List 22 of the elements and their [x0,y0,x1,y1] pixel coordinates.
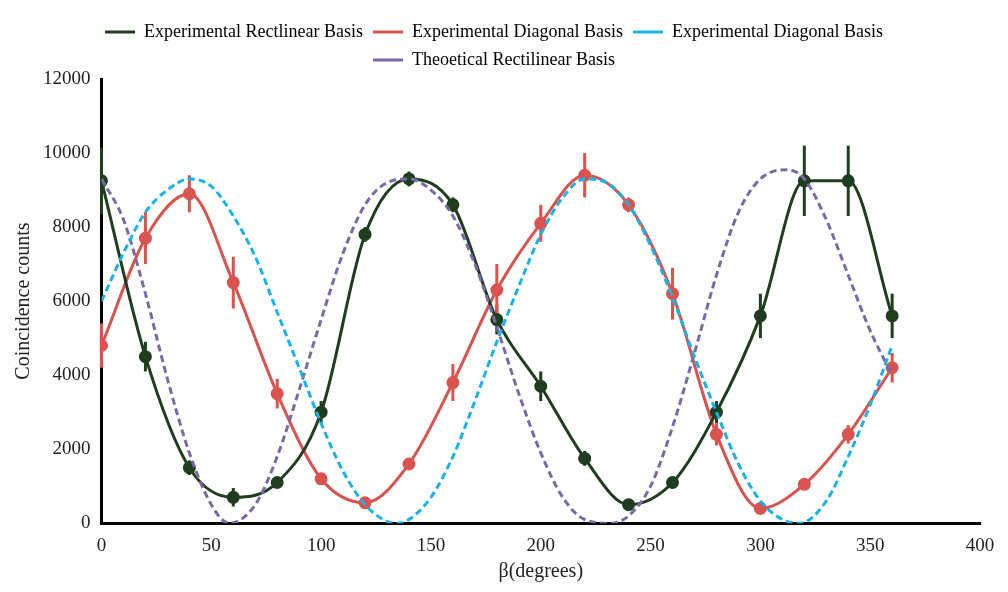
x-tick-label: 350 [855,533,885,555]
legend-label: Experimental Rectlinear Basis [144,20,364,41]
y-axis-title: Coincidence counts [11,222,34,380]
y-tick-label: 6000 [52,289,91,311]
y-tick-label: 4000 [52,363,91,385]
legend-label: Experimental Diagonal Basis [412,20,623,41]
y-tick-label: 8000 [52,215,91,237]
y-tick-label: 12000 [43,66,91,88]
y-tick-label: 10000 [43,141,91,163]
legend-label: Theoetical Rectilinear Basis [412,48,615,69]
x-axis-title: β(degrees) [498,559,584,583]
y-tick-label: 2000 [52,437,91,459]
x-tick-label: 100 [306,533,336,555]
legend-label: Experimental Diagonal Basis [671,20,883,41]
x-tick-label: 250 [636,533,665,555]
x-tick-label: 300 [746,533,775,555]
y-tick-label: 0 [81,511,91,533]
x-tick-label: 50 [201,533,221,555]
x-tick-label: 0 [96,533,107,555]
x-tick-label: 150 [416,533,446,555]
x-tick-label: 400 [965,533,995,555]
x-tick-label: 200 [526,533,555,555]
